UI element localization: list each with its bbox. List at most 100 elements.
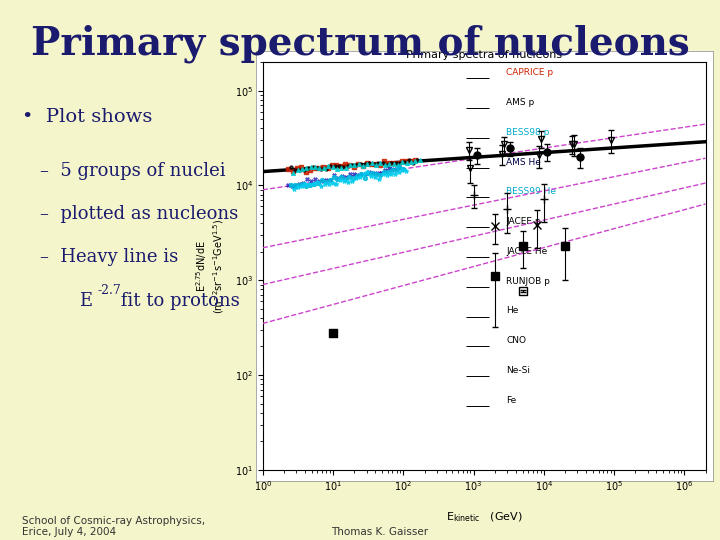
Point (405, 157, 416, 165)
Point (313, 164, 325, 172)
Point (378, 167, 390, 176)
Point (300, 167, 312, 176)
Point (282, 181, 294, 190)
Text: He: He (506, 306, 518, 315)
Point (392, 168, 404, 177)
Point (325, 175, 336, 184)
Point (397, 166, 408, 174)
Point (339, 160, 351, 168)
Point (371, 170, 382, 178)
Point (348, 163, 359, 171)
Point (292, 164, 303, 172)
Point (296, 182, 307, 191)
Point (289, 166, 301, 174)
Text: Ne-Si: Ne-Si (506, 366, 531, 375)
Point (330, 161, 342, 170)
Point (309, 175, 320, 184)
Point (285, 180, 297, 189)
Text: JACEE He: JACEE He (506, 247, 548, 256)
Point (343, 173, 355, 181)
Point (338, 163, 349, 171)
Point (318, 164, 330, 173)
Point (315, 181, 327, 190)
Point (329, 161, 341, 170)
Point (386, 166, 397, 174)
Point (317, 177, 328, 186)
Point (390, 165, 402, 173)
Point (383, 163, 395, 172)
Point (307, 163, 318, 171)
Point (347, 174, 359, 183)
Point (374, 159, 386, 167)
Text: –  5 groups of nuclei: – 5 groups of nuclei (40, 162, 225, 180)
Point (377, 158, 388, 167)
Point (348, 161, 360, 170)
Point (336, 173, 347, 181)
Point (392, 160, 404, 169)
Text: AMS p: AMS p (506, 98, 534, 107)
Text: fit to protons: fit to protons (115, 292, 240, 309)
Point (388, 159, 400, 168)
Point (327, 178, 338, 187)
Point (311, 178, 323, 186)
Point (323, 161, 334, 170)
Point (287, 168, 299, 177)
Point (369, 173, 381, 181)
Point (328, 171, 340, 179)
Point (288, 185, 300, 194)
Point (320, 176, 332, 185)
Point (305, 166, 316, 175)
Point (367, 168, 379, 177)
Point (350, 174, 361, 183)
Point (392, 159, 403, 167)
Point (340, 164, 351, 172)
Point (394, 159, 405, 167)
Point (302, 175, 313, 184)
Point (314, 164, 325, 173)
Text: E: E (79, 292, 92, 309)
Point (342, 178, 354, 186)
Point (320, 178, 332, 186)
Point (361, 160, 373, 168)
Point (385, 159, 397, 168)
Point (316, 176, 328, 185)
Text: $\mathrm{E^{2.75}dN/dE}$
$\mathrm{(m^{-2}sr^{-1}s^{-1}GeV^{1.5})}$: $\mathrm{E^{2.75}dN/dE}$ $\mathrm{(m^{-2… (194, 218, 225, 314)
Text: BESS99 He: BESS99 He (506, 187, 557, 196)
Point (340, 173, 351, 182)
Point (294, 179, 305, 188)
Point (359, 170, 371, 179)
Point (298, 166, 310, 174)
Point (390, 159, 401, 167)
Point (379, 160, 391, 169)
Text: AMS He: AMS He (506, 158, 541, 166)
Point (293, 181, 305, 190)
Text: Fe: Fe (506, 396, 516, 404)
Point (363, 169, 374, 178)
Point (368, 160, 379, 168)
Point (351, 172, 363, 181)
Text: •  Plot shows: • Plot shows (22, 108, 152, 126)
Point (289, 181, 300, 190)
Point (389, 170, 400, 178)
Point (401, 159, 413, 167)
Point (370, 160, 382, 169)
Point (333, 161, 345, 170)
Point (358, 170, 369, 179)
Point (309, 164, 320, 172)
Point (397, 157, 408, 166)
Point (403, 156, 415, 164)
Point (353, 160, 364, 168)
Point (305, 177, 317, 185)
Point (385, 170, 397, 178)
Point (352, 170, 364, 179)
Point (318, 163, 329, 172)
Point (313, 177, 325, 185)
Point (348, 170, 359, 179)
Point (364, 168, 375, 177)
Text: –  Heavy line is: – Heavy line is (40, 248, 178, 266)
Point (356, 170, 367, 178)
Point (285, 163, 297, 171)
Point (396, 157, 408, 165)
Point (400, 166, 412, 175)
Point (327, 163, 338, 172)
